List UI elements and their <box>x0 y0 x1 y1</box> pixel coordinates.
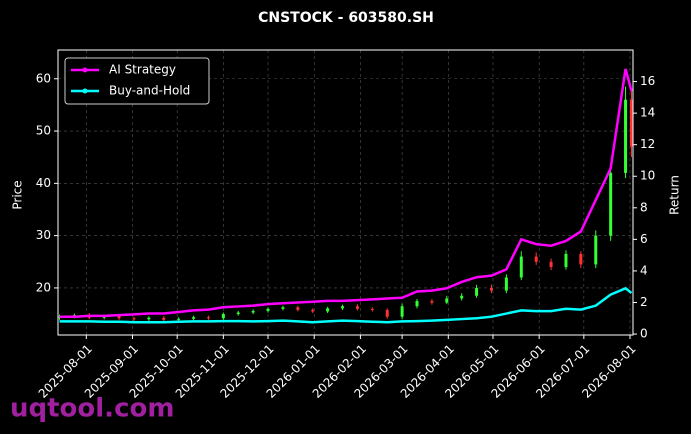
y2-tick-label: 2 <box>640 295 648 309</box>
candle-body <box>236 312 240 315</box>
y2-tick-label: 6 <box>640 232 648 246</box>
candle-body <box>251 310 255 313</box>
candle-body <box>445 298 449 303</box>
candle-body <box>341 306 345 309</box>
candle-body <box>579 253 583 265</box>
candle-body <box>206 317 210 319</box>
legend-label: AI Strategy <box>109 63 176 77</box>
legend: AI Strategy Buy-and-Hold <box>64 57 210 105</box>
y-tick-label: 40 <box>36 176 51 190</box>
y-axis-label: Price <box>11 180 25 209</box>
candle-body <box>192 317 196 319</box>
candle-body <box>519 256 523 278</box>
candle-body <box>117 316 121 319</box>
candle-body <box>460 295 464 299</box>
plot-frame <box>57 49 634 336</box>
candle-body <box>549 261 553 268</box>
candle-body <box>564 253 568 268</box>
candle-body <box>326 308 330 312</box>
candle-body <box>489 287 493 291</box>
candle-body <box>475 287 479 296</box>
legend-marker <box>82 67 88 73</box>
y2-tick-label: 4 <box>640 263 648 277</box>
y2-tick-label: 14 <box>640 106 655 120</box>
candle-body <box>415 301 419 307</box>
candle-body <box>355 306 359 309</box>
watermark: uqtool.com <box>10 394 174 424</box>
y2-tick-label: 8 <box>640 200 648 214</box>
candle-body <box>147 317 151 320</box>
candle-body <box>609 172 613 236</box>
candle-body <box>177 318 181 320</box>
candle-body <box>385 309 389 317</box>
line-series <box>59 68 633 318</box>
y2-tick-label: 10 <box>640 169 655 183</box>
candle-body <box>504 277 508 291</box>
y-tick-label: 60 <box>36 71 51 85</box>
chart-title: CNSTOCK - 603580.SH <box>258 10 434 26</box>
line-series <box>59 286 633 324</box>
candle-body <box>221 314 225 319</box>
candle-body <box>162 317 166 320</box>
candle-body <box>266 308 270 311</box>
candle-body <box>534 256 538 262</box>
candle-body <box>370 308 374 310</box>
y2-tick-label: 16 <box>640 74 655 88</box>
legend-marker <box>82 88 88 94</box>
y-tick-label: 50 <box>36 124 51 138</box>
legend-label: Buy-and-Hold <box>109 84 190 98</box>
candle-body <box>630 99 634 147</box>
legend-box <box>64 57 210 105</box>
candle-body <box>594 235 598 265</box>
y-tick-label: 20 <box>36 280 51 294</box>
y-tick-label: 30 <box>36 228 51 242</box>
y2-tick-label: 0 <box>640 327 648 341</box>
y2-axis-label: Return <box>668 175 682 215</box>
candle-body <box>624 99 628 173</box>
y2-tick-label: 12 <box>640 137 655 151</box>
candle-body <box>132 318 136 320</box>
candle-body <box>430 301 434 303</box>
candle-body <box>400 306 404 317</box>
candle-body <box>296 307 300 310</box>
candle-body <box>281 307 285 309</box>
candle-body <box>311 309 315 312</box>
